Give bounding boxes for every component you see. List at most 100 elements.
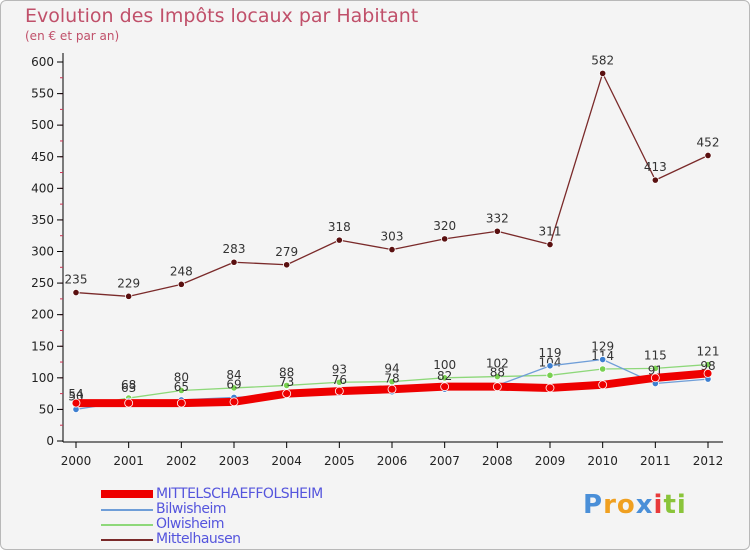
- data-point-olwisheim: [546, 371, 554, 379]
- data-point-mittelhausen: [599, 69, 607, 77]
- chart-subtitle: (en € et par an): [25, 29, 120, 43]
- data-point-bilwisheim: [546, 362, 554, 370]
- data-point-mittelschaeffolsheim: [492, 382, 502, 392]
- data-label-mittelhausen: 320: [433, 219, 456, 233]
- data-label-mittelhausen: 311: [539, 225, 562, 239]
- legend-label: Olwisheim: [156, 516, 225, 532]
- data-point-olwisheim: [493, 372, 501, 381]
- data-label-bilwisheim: 88: [490, 365, 505, 379]
- x-tick-label: 2001: [113, 454, 144, 468]
- x-tick-label: 2006: [377, 454, 408, 468]
- data-label-olwisheim: 93: [332, 362, 347, 376]
- data-label-bilwisheim: 69: [226, 377, 241, 391]
- legend-swatch: [101, 490, 153, 498]
- legend-label: Mittelhausen: [156, 531, 241, 547]
- x-tick-label: 2005: [324, 454, 355, 468]
- x-tick-label: 2007: [429, 454, 460, 468]
- data-label-olwisheim: 88: [279, 365, 294, 379]
- data-label-olwisheim: 115: [644, 348, 667, 362]
- data-point-mittelhausen: [546, 240, 554, 249]
- data-label-mittelhausen: 582: [591, 53, 614, 67]
- x-tick-label: 2011: [640, 454, 671, 468]
- data-point-mittelschaeffolsheim: [598, 380, 608, 390]
- data-label-mittelhausen: 235: [65, 273, 88, 287]
- data-label-mittelhausen: 229: [117, 276, 140, 290]
- data-point-mittelhausen: [230, 258, 238, 266]
- proxiti-logo: Proxiti: [583, 490, 687, 520]
- data-label-bilwisheim: 98: [700, 359, 715, 373]
- data-label-olwisheim: 68: [121, 378, 136, 392]
- data-label-mittelhausen: 318: [328, 220, 351, 234]
- data-point-olwisheim: [704, 360, 712, 369]
- x-tick-label: 2008: [482, 454, 513, 468]
- data-point-mittelhausen: [283, 261, 291, 269]
- y-tick-label: 0: [46, 434, 54, 448]
- data-point-mittelschaeffolsheim: [71, 398, 81, 408]
- x-tick-label: 2000: [61, 454, 92, 468]
- y-tick-label: 200: [31, 308, 54, 322]
- data-point-olwisheim: [335, 378, 343, 386]
- y-tick-label: 150: [31, 339, 54, 353]
- data-label-bilwisheim: 78: [384, 372, 399, 386]
- data-point-olwisheim: [177, 386, 185, 395]
- series-line-mittelhausen: [75, 72, 709, 297]
- y-tick-label: 500: [31, 118, 54, 132]
- data-point-mittelhausen: [335, 236, 343, 244]
- data-label-olwisheim: 100: [433, 358, 456, 372]
- data-point-mittelschaeffolsheim: [124, 398, 134, 408]
- data-point-mittelhausen: [441, 235, 449, 243]
- data-point-mittelschaeffolsheim: [229, 397, 239, 407]
- x-tick-label: 2002: [166, 454, 197, 468]
- data-point-mittelschaeffolsheim: [387, 384, 397, 394]
- x-tick-label: 2010: [587, 454, 618, 468]
- data-point-olwisheim: [230, 384, 238, 392]
- data-label-mittelhausen: 248: [170, 264, 193, 278]
- x-tick-label: 2012: [693, 454, 724, 468]
- y-tick-label: 250: [31, 276, 54, 290]
- y-tick-label: 350: [31, 213, 54, 227]
- x-tick-label: 2009: [535, 454, 566, 468]
- data-label-bilwisheim: 76: [332, 373, 347, 387]
- data-point-mittelschaeffolsheim: [282, 389, 292, 399]
- data-label-olwisheim: 80: [174, 370, 189, 384]
- logo-letter: t: [663, 490, 677, 520]
- data-point-mittelschaeffolsheim: [440, 382, 450, 392]
- data-point-mittelschaeffolsheim: [334, 386, 344, 396]
- data-point-mittelhausen: [493, 227, 501, 235]
- data-label-olwisheim: 84: [226, 368, 241, 382]
- data-point-mittelschaeffolsheim: [703, 369, 713, 378]
- data-label-mittelhausen: 303: [381, 230, 404, 244]
- x-tick-label: 2004: [271, 454, 302, 468]
- data-label-olwisheim: 94: [384, 362, 399, 376]
- legend-swatch: [101, 539, 153, 541]
- data-point-olwisheim: [283, 381, 291, 390]
- y-tick-label: 50: [39, 402, 54, 416]
- data-point-mittelhausen: [125, 292, 133, 300]
- data-label-mittelhausen: 452: [697, 135, 720, 149]
- data-point-olwisheim: [599, 365, 607, 373]
- data-label-mittelhausen: 283: [223, 242, 246, 256]
- data-label-bilwisheim: 119: [539, 346, 562, 360]
- legend-swatch: [101, 524, 153, 526]
- data-label-bilwisheim: 82: [437, 369, 452, 383]
- logo-letter: o: [616, 490, 636, 520]
- logo-letter: i: [676, 490, 687, 520]
- data-label-bilwisheim: 73: [279, 375, 294, 389]
- data-label-bilwisheim: 63: [121, 381, 136, 395]
- data-point-mittelschaeffolsheim: [545, 383, 555, 393]
- data-point-mittelhausen: [72, 288, 80, 297]
- data-label-mittelhausen: 413: [644, 160, 667, 174]
- y-tick-label: 600: [31, 55, 54, 69]
- legend-swatch: [101, 509, 153, 511]
- data-point-mittelschaeffolsheim: [650, 373, 660, 383]
- y-tick-label: 100: [31, 371, 54, 385]
- y-tick-label: 300: [31, 245, 54, 259]
- data-label-olwisheim: 102: [486, 357, 509, 371]
- data-point-mittelhausen: [704, 151, 712, 160]
- data-point-mittelhausen: [388, 246, 396, 254]
- data-label-bilwisheim: 65: [174, 380, 189, 394]
- legend-label: Bilwisheim: [156, 501, 227, 517]
- y-tick-label: 450: [31, 150, 54, 164]
